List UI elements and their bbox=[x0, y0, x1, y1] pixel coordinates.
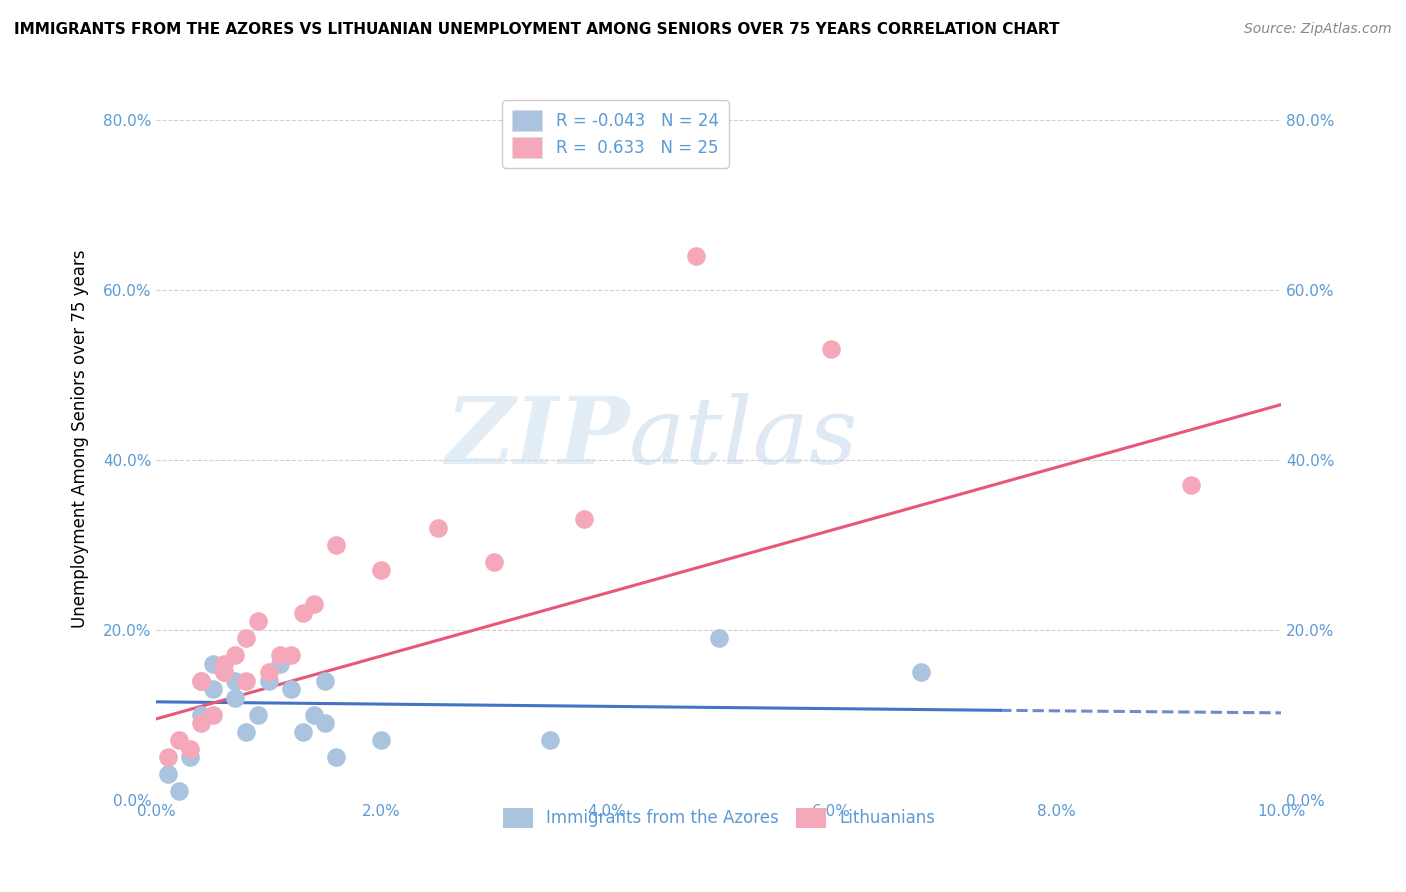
Text: atlas: atlas bbox=[628, 393, 859, 483]
Point bbox=[280, 682, 302, 697]
Point bbox=[190, 707, 212, 722]
Point bbox=[201, 657, 224, 671]
Y-axis label: Unemployment Among Seniors over 75 years: Unemployment Among Seniors over 75 years bbox=[72, 249, 89, 628]
Point bbox=[224, 673, 246, 688]
Point bbox=[302, 597, 325, 611]
Point bbox=[246, 707, 269, 722]
Point bbox=[224, 690, 246, 705]
Point bbox=[820, 343, 842, 357]
Point bbox=[314, 673, 336, 688]
Point bbox=[325, 538, 347, 552]
Point bbox=[910, 665, 932, 679]
Point bbox=[179, 741, 201, 756]
Legend: Immigrants from the Azores, Lithuanians: Immigrants from the Azores, Lithuanians bbox=[496, 801, 942, 835]
Point bbox=[269, 657, 291, 671]
Point bbox=[167, 733, 190, 747]
Point bbox=[370, 733, 392, 747]
Point bbox=[291, 606, 314, 620]
Text: ZIP: ZIP bbox=[444, 393, 628, 483]
Point bbox=[235, 673, 257, 688]
Point bbox=[167, 784, 190, 798]
Point bbox=[257, 665, 280, 679]
Point bbox=[235, 631, 257, 645]
Point bbox=[156, 767, 179, 781]
Point bbox=[426, 521, 449, 535]
Point bbox=[269, 648, 291, 662]
Point bbox=[156, 750, 179, 764]
Point bbox=[707, 631, 730, 645]
Point bbox=[325, 750, 347, 764]
Point bbox=[1180, 478, 1202, 492]
Point bbox=[201, 682, 224, 697]
Text: Source: ZipAtlas.com: Source: ZipAtlas.com bbox=[1244, 22, 1392, 37]
Point bbox=[246, 614, 269, 628]
Point bbox=[314, 716, 336, 731]
Point bbox=[212, 665, 235, 679]
Point bbox=[685, 249, 707, 263]
Point bbox=[212, 665, 235, 679]
Point bbox=[190, 673, 212, 688]
Point bbox=[538, 733, 561, 747]
Point bbox=[235, 724, 257, 739]
Point bbox=[257, 673, 280, 688]
Text: IMMIGRANTS FROM THE AZORES VS LITHUANIAN UNEMPLOYMENT AMONG SENIORS OVER 75 YEAR: IMMIGRANTS FROM THE AZORES VS LITHUANIAN… bbox=[14, 22, 1060, 37]
Point bbox=[190, 716, 212, 731]
Point bbox=[190, 673, 212, 688]
Point bbox=[280, 648, 302, 662]
Point bbox=[201, 707, 224, 722]
Point bbox=[482, 555, 505, 569]
Point bbox=[212, 657, 235, 671]
Point bbox=[572, 512, 595, 526]
Point bbox=[291, 724, 314, 739]
Point bbox=[302, 707, 325, 722]
Point bbox=[224, 648, 246, 662]
Point bbox=[370, 563, 392, 577]
Point bbox=[179, 750, 201, 764]
